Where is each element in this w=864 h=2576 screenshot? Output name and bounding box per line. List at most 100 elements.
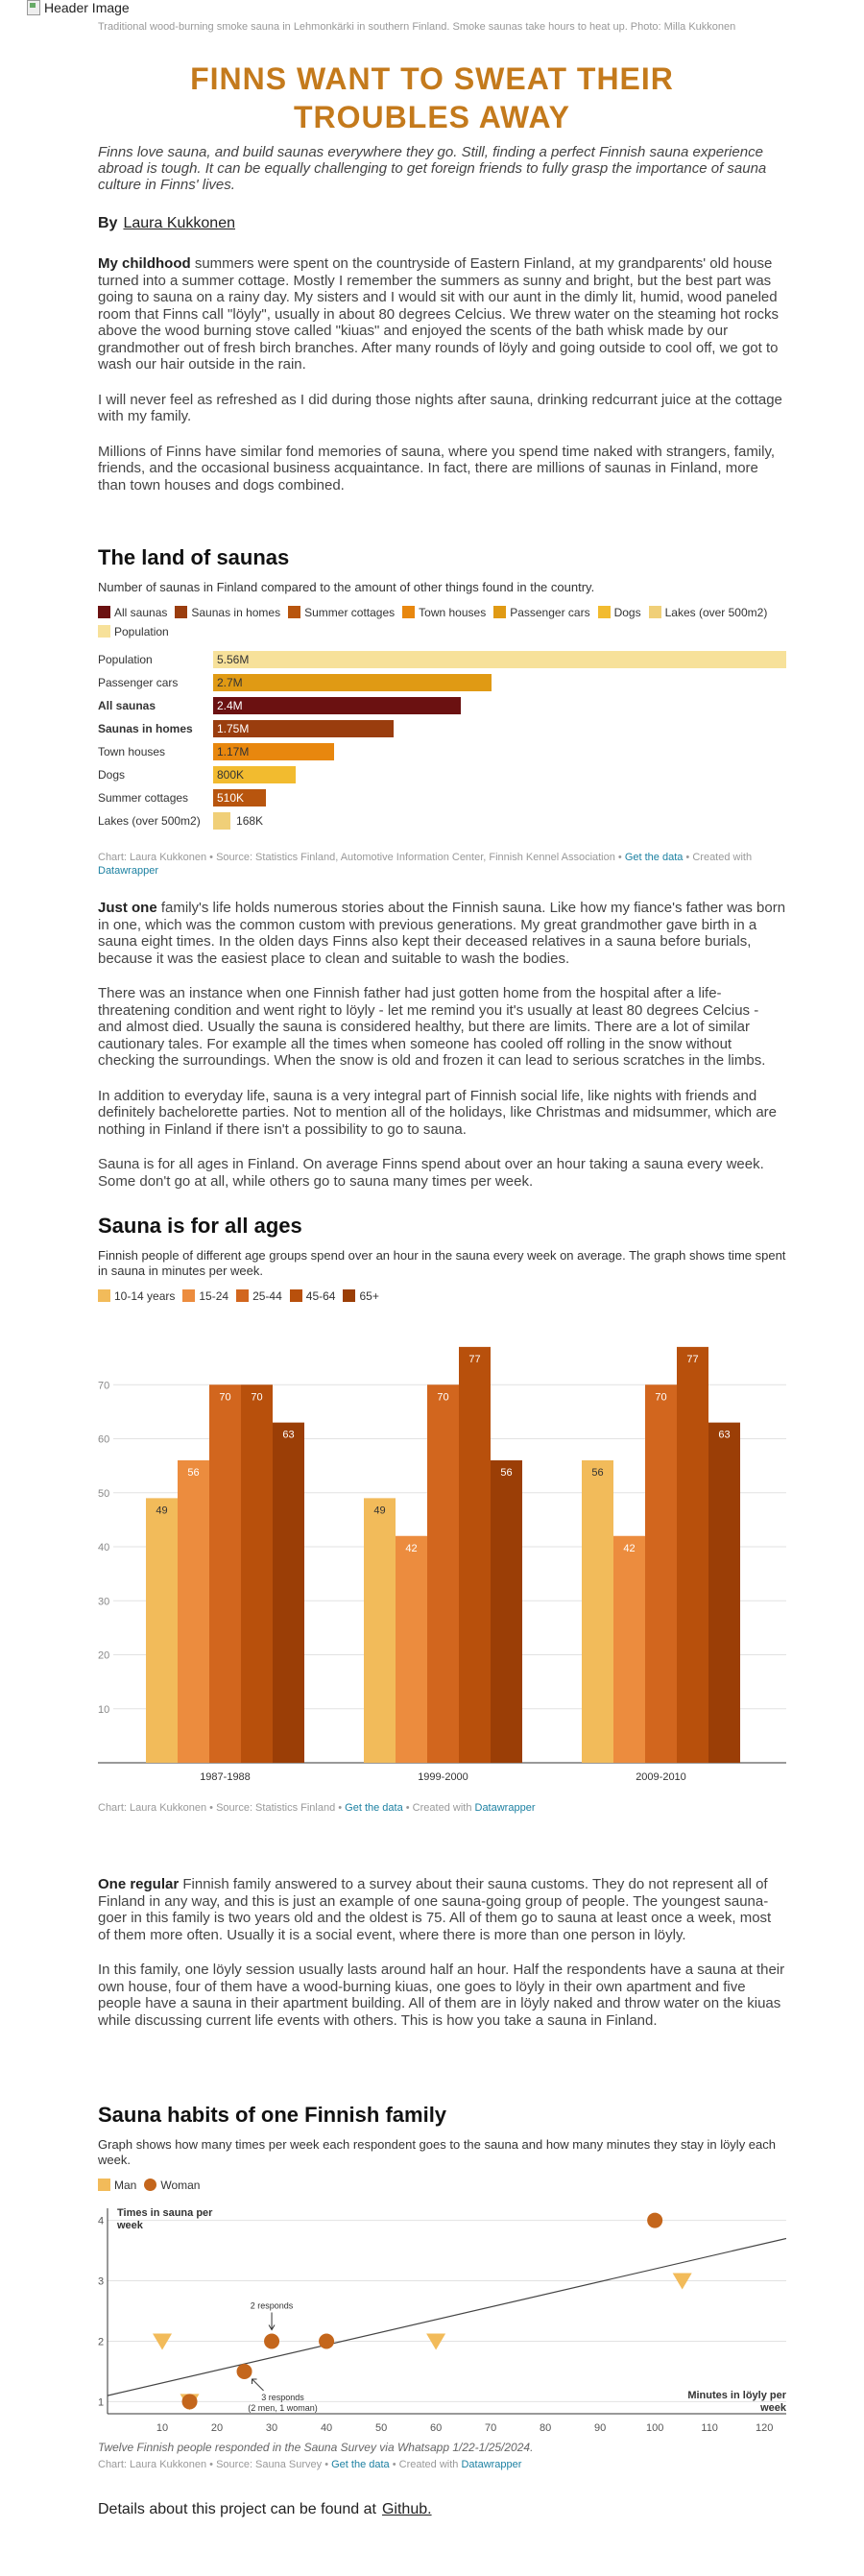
bar [677,1346,708,1763]
x-tick-label: 70 [485,2422,496,2433]
chart-sauna-habits: Sauna habits of one Finnish family Graph… [98,2103,786,2487]
datawrapper-link[interactable]: Datawrapper [474,1802,536,1814]
x-tick-label: 120 [756,2422,773,2433]
paragraph: In this family, one löyly session usuall… [98,1962,786,2029]
x-tick-label: 40 [321,2422,332,2433]
header-image: Header Image [27,0,130,15]
legend-swatch [144,2179,157,2191]
paragraph-lead: One regular [98,1876,180,1892]
bar-value-label: 77 [468,1354,480,1365]
y-axis-label: Times in sauna per week [116,2207,213,2231]
legend-item: Dogs [597,603,641,622]
legend-item: 25-44 [236,1287,282,1306]
y-tick-label: 30 [98,1596,109,1607]
get-data-link[interactable]: Get the data [624,852,684,863]
legend-swatch [289,1289,302,1302]
data-point-woman [319,2333,335,2349]
bar-row: Saunas in homes 1.75M [98,720,786,737]
bar [427,1384,459,1763]
data-point-man [426,2333,446,2350]
legend-item: Passenger cars [493,603,590,622]
paragraph-text: In addition to everyday life, sauna is a… [98,1087,777,1138]
data-point-woman [236,2363,252,2379]
paragraph-text: family's life holds numerous stories abo… [98,900,786,967]
bar-label: Saunas in homes [98,722,193,735]
chart-subtitle: Number of saunas in Finland compared to … [98,580,595,594]
footer-text: Details about this project can be found … [98,2501,376,2517]
bar-value-label: 1.75M [217,722,250,735]
x-tick-label: 50 [375,2422,387,2433]
page-title: Finns want to sweat their troubles away [190,61,674,134]
bar-label: All saunas [98,699,156,712]
chart-subtitle: Finnish people of different age groups s… [98,1248,786,1278]
bar-value-label: 49 [373,1505,385,1516]
data-point-man [153,2333,173,2350]
x-tick-label: 100 [646,2422,663,2433]
x-tick-label: 110 [701,2422,718,2433]
annotation-arrowhead [252,2378,257,2384]
bar [213,743,334,760]
paragraph-text: Finnish family answered to a survey abou… [98,1876,772,1943]
bar [459,1346,491,1763]
legend-swatch [98,625,110,638]
legend-label: Town houses [419,606,487,619]
y-tick-label: 50 [98,1488,109,1500]
chart-title: Sauna is for all ages [98,1214,302,1238]
y-tick-label: 20 [98,1650,109,1662]
legend-item: 10-14 years [98,1287,175,1306]
github-link[interactable]: Github. [381,2501,432,2517]
paragraph: Just one family's life holds numerous st… [98,900,786,967]
datawrapper-link[interactable]: Datawrapper [461,2459,522,2470]
bar-value-label: 42 [405,1543,417,1554]
chart-land-of-saunas: The land of saunas Number of saunas in F… [98,545,786,881]
data-point-woman [647,2212,663,2228]
bar-value-label: 70 [655,1391,666,1403]
legend-swatch [402,606,416,618]
bar-value-label: 510K [217,791,245,805]
bar-value-label: 70 [437,1391,448,1403]
article-lede: Finns love sauna, and build saunas every… [98,144,767,193]
legend-label: All saunas [114,606,168,619]
credit-text: • Created with [402,1802,475,1814]
bar-row: Town houses 1.17M [98,743,786,760]
bar-label: Town houses [98,745,166,758]
chart-sauna-all-ages: Sauna is for all ages Finnish people of … [98,1214,786,1838]
horizontal-bar-area: Population 5.56M Passenger cars 2.7M All sau… [98,651,786,833]
annotation: 3 responds [261,2393,304,2402]
y-tick-label: 60 [98,1434,109,1446]
get-data-link[interactable]: Get the data [345,1802,403,1814]
trend-line [107,2237,786,2396]
bar-value-label: 5.56M [217,653,250,666]
author-link[interactable]: Laura Kukkonen [123,215,235,231]
get-data-link[interactable]: Get the data [331,2459,390,2470]
legend-label: 25-44 [252,1289,282,1303]
legend-item: 45-64 [289,1287,335,1306]
bar [491,1460,522,1763]
bar-row: All saunas 2.4M [98,697,786,714]
paragraph: In addition to everyday life, sauna is a… [98,1088,786,1139]
legend-label: Saunas in homes [191,606,281,619]
legend-swatch [343,1289,356,1302]
bar [613,1535,645,1763]
bar-label: Lakes (over 500m2) [98,814,201,828]
section-2: Just one family's life holds numerous st… [98,900,786,1190]
chart-title: Sauna habits of one Finnish family [98,2103,447,2127]
legend-label: Man [114,2179,137,2192]
chart-legend: Man Woman [98,2176,786,2195]
bar-value-label: 168K [236,814,264,828]
datawrapper-link[interactable]: Datawrapper [98,865,158,877]
bar [213,812,231,830]
bar-value-label: 56 [591,1467,603,1479]
legend-label: Summer cottages [304,606,396,619]
paragraph-text: I will never feel as refreshed as I did … [98,391,782,425]
y-tick-label: 1 [98,2396,104,2408]
legend-label: Woman [160,2179,201,2192]
x-tick-label: 90 [594,2422,606,2433]
bar-label: Summer cottages [98,791,189,805]
credit-text: • Created with [389,2459,462,2470]
data-point-man [672,2273,692,2290]
y-tick-label: 4 [98,2216,104,2227]
credit-text: Chart: Laura Kukkonen • Source: Statisti… [98,852,625,863]
annotation: 2 responds [251,2300,294,2310]
legend-label: Lakes (over 500m2) [664,606,768,619]
